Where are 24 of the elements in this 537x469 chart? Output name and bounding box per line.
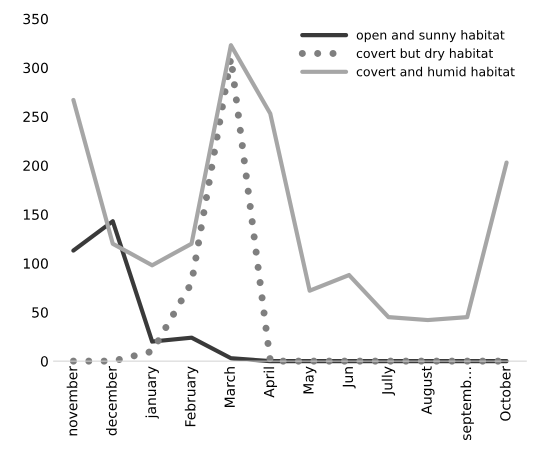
x-tick-label: October — [500, 366, 511, 421]
y-tick-label: 150 — [24, 209, 48, 220]
x-tick-label: Jun — [342, 367, 356, 388]
y-tick-label: 0 — [40, 356, 48, 367]
legend-label: covert and humid habitat — [356, 66, 515, 76]
x-tick-label: Jully — [382, 366, 396, 396]
x-tick-label: April — [264, 367, 278, 398]
y-tick-label: 50 — [32, 307, 48, 318]
x-tick-label: december — [106, 366, 117, 436]
x-tick-label: november — [66, 366, 78, 436]
line-series — [71, 219, 509, 364]
legend-label: open and sunny habitat — [356, 30, 505, 42]
y-tick-label: 200 — [23, 160, 48, 171]
x-tick-label: May — [303, 366, 316, 394]
y-tick-label: 300 — [23, 62, 48, 74]
x-tick-label: February — [184, 366, 198, 426]
x-tick-label: septemb… — [460, 368, 474, 440]
y-tick-label: 250 — [23, 112, 48, 122]
x-tick-label: March — [224, 367, 235, 407]
x-tick-label: january — [145, 366, 159, 419]
y-tick-label: 100 — [24, 258, 48, 269]
legend-label: covert but dry habitat — [356, 48, 493, 60]
x-tick-label: August — [422, 366, 435, 414]
y-tick-label: 350 — [23, 14, 48, 24]
